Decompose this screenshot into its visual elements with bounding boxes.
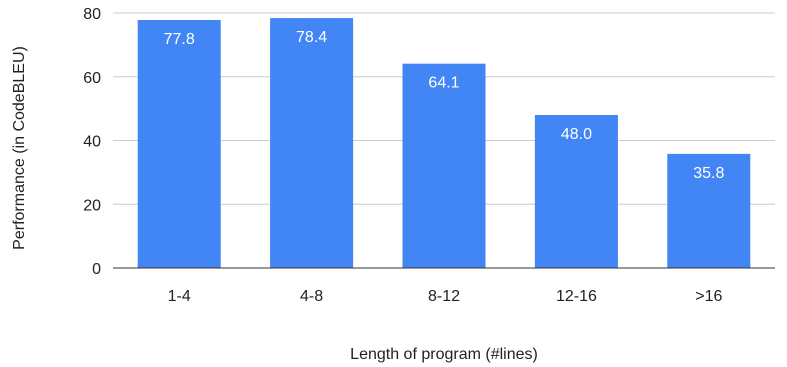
bar-value-label: 64.1 (428, 75, 459, 92)
x-axis-title: Length of program (#lines) (350, 346, 538, 363)
bar-value-label: 78.4 (296, 29, 327, 46)
x-tick-label: 12-16 (556, 288, 597, 305)
bar (137, 20, 221, 269)
y-tick-label: 0 (92, 261, 101, 278)
bar-value-label: 35.8 (693, 165, 724, 182)
y-tick-label: 40 (83, 134, 101, 151)
bars (137, 18, 751, 269)
x-axis-ticks: 1-4 4-8 8-12 12-16 >16 (168, 288, 723, 305)
x-tick-label: 4-8 (300, 288, 323, 305)
x-tick-label: 8-12 (428, 288, 460, 305)
y-tick-label: 80 (83, 6, 101, 23)
bar-value-label: 77.8 (164, 31, 195, 48)
bar (667, 153, 751, 268)
bar (534, 115, 618, 268)
bar-value-label: 48.0 (561, 126, 592, 143)
y-axis-ticks: 0 20 40 60 80 (83, 6, 101, 278)
bar (270, 18, 354, 268)
bar (402, 63, 486, 269)
y-tick-label: 60 (83, 70, 101, 87)
x-tick-label: >16 (695, 288, 722, 305)
y-tick-label: 20 (83, 197, 101, 214)
y-axis-title: Performance (in CodeBLEU) (11, 46, 28, 250)
x-tick-label: 1-4 (168, 288, 191, 305)
value-labels: 77.8 78.4 64.1 48.0 35.8 (164, 29, 725, 182)
